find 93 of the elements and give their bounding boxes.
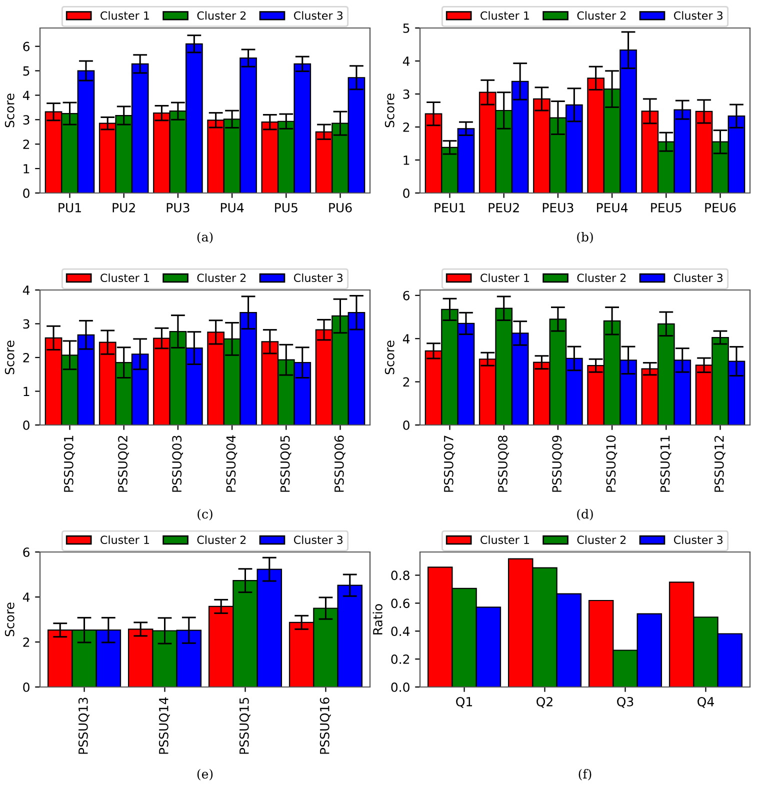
y-tick-label: 1: [24, 386, 30, 396]
x-tick-label: PSSUQ09: [552, 436, 564, 492]
y-tick-label: 4: [402, 56, 410, 66]
x-tick-label: PU4: [220, 203, 244, 212]
x-tick-label: PU3: [166, 202, 190, 212]
x-tick-label: PSSUQ14: [158, 697, 170, 754]
y-tick-label: 0: [23, 188, 30, 198]
legend-label: Cluster 1: [480, 11, 529, 20]
legend-label: Cluster 1: [480, 535, 529, 544]
y-axis-title: Score: [384, 94, 394, 128]
y-tick-label: 1: [24, 164, 30, 174]
text: (c): [198, 508, 212, 520]
y-tick-label: 1: [404, 156, 410, 165]
x-tick-label: Q4: [698, 696, 714, 708]
y-axis-title: Score: [4, 94, 14, 128]
legend-label: Cluster 2: [577, 11, 626, 20]
x-tick-label: PSSUQ12: [714, 436, 726, 492]
x-tick-label: PSSUQ13: [78, 698, 90, 754]
x-tick-label: PSSUQ11: [660, 436, 672, 492]
y-axis-title: Score: [4, 602, 14, 636]
text: (a): [197, 232, 213, 244]
x-tick-label: PEU5: [651, 203, 682, 212]
x-tick-label: PSSUQ01: [64, 436, 75, 492]
y-tick-label: 5: [23, 66, 30, 76]
y-tick-label: 0.4: [391, 626, 410, 636]
y-tick-label: 0: [403, 420, 410, 430]
y-tick-label: 0: [23, 420, 30, 430]
y-tick-label: 6: [23, 42, 30, 52]
y-tick-label: 6: [403, 290, 410, 300]
y-tick-label: 4: [22, 286, 30, 295]
x-tick-label: PSSUQ04: [226, 435, 238, 492]
x-tick-label: PEU4: [597, 203, 628, 212]
y-tick-label: 4: [22, 90, 30, 100]
x-tick-label: PSSUQ06: [334, 436, 346, 492]
y-tick-label: 2: [403, 377, 410, 387]
legend-label: Cluster 1: [480, 273, 529, 282]
legend-label: Cluster 3: [294, 11, 342, 20]
y-tick-label: 0.2: [391, 654, 410, 664]
y-tick-label: 0: [403, 188, 410, 198]
x-tick-label: PSSUQ15: [239, 698, 250, 754]
text: (e): [197, 768, 213, 780]
legend-label: Cluster 3: [294, 535, 342, 544]
legend-label: Cluster 1: [100, 273, 149, 282]
y-tick-label: 2: [403, 122, 410, 132]
y-tick-label: 3: [23, 115, 30, 125]
x-tick-label: Q3: [617, 696, 634, 708]
x-tick-label: PEU6: [705, 202, 736, 212]
legend-label: Cluster 3: [674, 273, 722, 282]
y-tick-label: 6: [23, 547, 30, 557]
legend-label: Cluster 2: [197, 11, 246, 20]
x-tick-label: PSSUQ05: [280, 436, 292, 492]
x-tick-label: PU2: [112, 202, 135, 212]
y-tick-label: 0.6: [391, 598, 410, 608]
y-tick-label: 2: [23, 140, 30, 149]
x-tick-label: PU5: [275, 203, 298, 212]
y-tick-label: 0.8: [391, 570, 410, 580]
y-tick-label: 4: [402, 334, 410, 344]
y-tick-label: 2: [23, 352, 30, 362]
legend-label: Cluster 1: [100, 11, 149, 20]
x-tick-label: PSSUQ02: [118, 436, 129, 492]
y-tick-label: 4: [22, 592, 30, 602]
x-tick-label: PU1: [58, 203, 81, 212]
legend-label: Cluster 2: [197, 273, 246, 282]
y-tick-label: 2: [23, 637, 30, 647]
y-tick-label: 0: [23, 682, 30, 692]
legend-label: Cluster 3: [674, 535, 722, 544]
y-tick-label: 0.0: [391, 682, 410, 692]
text: (b): [577, 232, 593, 244]
x-tick-label: Q1: [456, 696, 472, 708]
y-axis-title: Ratio: [372, 604, 382, 634]
y-tick-label: 3: [23, 319, 30, 329]
x-tick-label: PEU3: [542, 202, 574, 212]
y-axis-title: Score: [4, 340, 14, 374]
x-tick-label: PSSUQ08: [498, 436, 509, 492]
legend-label: Cluster 2: [577, 273, 626, 282]
x-tick-label: PEU2: [488, 202, 519, 212]
x-tick-label: Q2: [536, 696, 552, 708]
legend-label: Cluster 1: [100, 535, 149, 544]
y-axis-title: Score: [384, 340, 394, 374]
x-tick-label: PEU1: [434, 203, 465, 212]
x-tick-label: PU6: [329, 202, 352, 212]
text: (d): [577, 508, 593, 520]
x-tick-label: PSSUQ16: [320, 698, 331, 754]
y-tick-label: 5: [403, 24, 410, 33]
legend-label: Cluster 3: [674, 11, 722, 20]
legend-label: Cluster 2: [577, 535, 626, 544]
y-tick-label: 3: [403, 89, 410, 99]
legend-label: Cluster 3: [294, 273, 342, 282]
x-tick-label: PSSUQ10: [606, 436, 618, 492]
text: (f): [578, 768, 592, 780]
x-tick-label: PSSUQ07: [444, 436, 455, 492]
x-tick-label: PSSUQ03: [172, 436, 184, 492]
legend-label: Cluster 2: [197, 535, 246, 544]
